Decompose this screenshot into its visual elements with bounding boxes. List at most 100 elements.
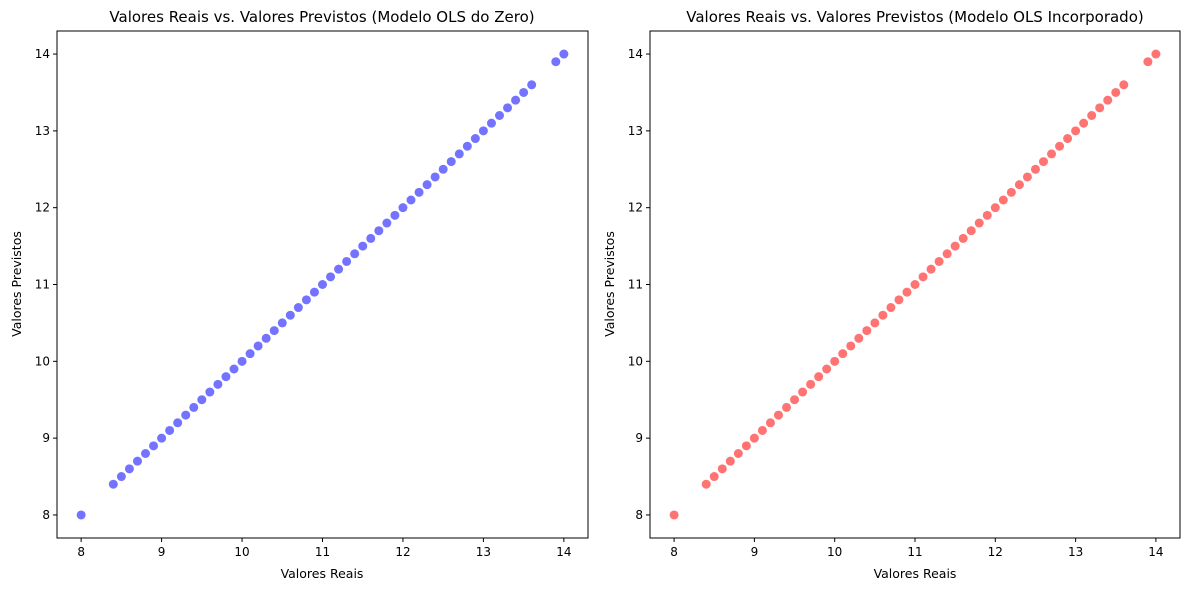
scatter-point [309, 287, 319, 297]
scatter-point [1111, 87, 1121, 97]
scatter-point [990, 203, 1000, 213]
scatter-point [1103, 95, 1113, 105]
scatter-point [709, 472, 719, 482]
y-axis-ticks: 8 9 10 11 12 13 14 [628, 47, 650, 522]
scatter-point [765, 418, 775, 428]
scatter-point [1079, 118, 1089, 128]
scatter-point [342, 256, 352, 266]
scatter-point [366, 233, 376, 243]
scatter-point [422, 180, 432, 190]
scatter-point [269, 326, 279, 336]
scatter-point [277, 318, 287, 328]
scatter-point [838, 349, 848, 359]
scatter-point [806, 379, 816, 389]
chart-title: Valores Reais vs. Valores Previstos (Mod… [686, 8, 1143, 26]
scatter-point [998, 195, 1008, 205]
scatter-point [733, 449, 743, 458]
scatter-point [293, 303, 303, 313]
scatter-point [495, 111, 504, 120]
scatter-point [334, 264, 344, 274]
scatter-point [511, 95, 521, 105]
scatter-point [1151, 49, 1161, 59]
scatter-point [197, 395, 207, 405]
scatter-point [926, 264, 936, 274]
scatter-point [950, 241, 960, 251]
scatter-point [181, 410, 191, 420]
scatter-point [430, 172, 440, 182]
y-tick-label: 13 [628, 124, 643, 138]
plot-frame [649, 30, 1181, 539]
scatter-point [1038, 157, 1048, 167]
x-axis-ticks: 8 9 10 11 12 13 14 [670, 538, 1164, 559]
scatter-point [1055, 141, 1065, 151]
scatter-point [527, 80, 537, 90]
scatter-point [958, 233, 968, 243]
scatter-point [229, 364, 239, 374]
scatter-point [1014, 180, 1024, 190]
scatter-point [966, 226, 976, 236]
scatter-point [934, 256, 944, 266]
x-axis-label: Valores Reais [874, 566, 957, 581]
scatter-point [462, 141, 472, 151]
x-tick-label: 11 [315, 545, 330, 559]
y-tick-label: 11 [628, 278, 643, 292]
scatter-point [454, 149, 464, 159]
scatter-point [124, 464, 134, 474]
y-tick-label: 14 [35, 47, 50, 61]
scatter-point [503, 103, 513, 113]
scatter-point [1022, 172, 1032, 182]
x-tick-label: 14 [1148, 545, 1163, 559]
scatter-point [116, 472, 126, 482]
y-axis-label: Valores Previstos [602, 231, 617, 337]
scatter-point [470, 134, 480, 144]
x-tick-label: 13 [1068, 545, 1083, 559]
scatter-point [782, 402, 792, 412]
y-tick-label: 11 [35, 278, 50, 292]
scatter-point [261, 333, 271, 343]
scatter-point [301, 295, 311, 305]
scatter-points [76, 49, 569, 520]
scatter-point [854, 333, 864, 343]
scatter-point [519, 87, 529, 97]
x-tick-label: 10 [234, 545, 249, 559]
x-tick-label: 9 [158, 545, 166, 559]
scatter-point [551, 57, 561, 67]
scatter-point [285, 310, 295, 320]
y-tick-label: 9 [635, 431, 643, 445]
scatter-point [894, 295, 904, 305]
y-axis-ticks: 8 9 10 11 12 13 14 [35, 47, 57, 522]
scatter-point [237, 356, 247, 366]
x-tick-label: 11 [907, 545, 922, 559]
scatter-point [326, 272, 336, 282]
scatter-point [221, 372, 231, 382]
scatter-point [886, 303, 896, 313]
scatter-point [1047, 149, 1057, 159]
y-tick-label: 14 [628, 47, 643, 61]
x-tick-label: 9 [751, 545, 759, 559]
scatter-point [253, 341, 263, 351]
scatter-point [438, 164, 448, 174]
scatter-point [1063, 134, 1073, 144]
scatter-point [132, 456, 142, 466]
scatter-point [798, 387, 808, 397]
scatter-point [741, 441, 751, 451]
x-tick-label: 12 [988, 545, 1003, 559]
x-axis-ticks: 8 9 10 11 12 13 14 [77, 538, 572, 559]
x-tick-label: 12 [395, 545, 410, 559]
scatter-point [846, 341, 856, 351]
scatter-point [1071, 126, 1081, 136]
scatter-point [1119, 80, 1129, 90]
y-tick-label: 12 [628, 201, 643, 215]
scatter-point [862, 326, 872, 336]
scatter-point [773, 410, 783, 420]
scatter-point [910, 280, 920, 289]
scatter-point [157, 433, 167, 443]
scatter-point [942, 249, 952, 259]
x-tick-label: 8 [670, 545, 678, 559]
plot-frame [56, 30, 589, 539]
subplot-ols-builtin: Valores Reais vs. Valores Previstos (Mod… [602, 8, 1181, 581]
scatter-point [358, 241, 368, 251]
scatter-point [390, 210, 400, 220]
scatter-point [108, 479, 118, 489]
